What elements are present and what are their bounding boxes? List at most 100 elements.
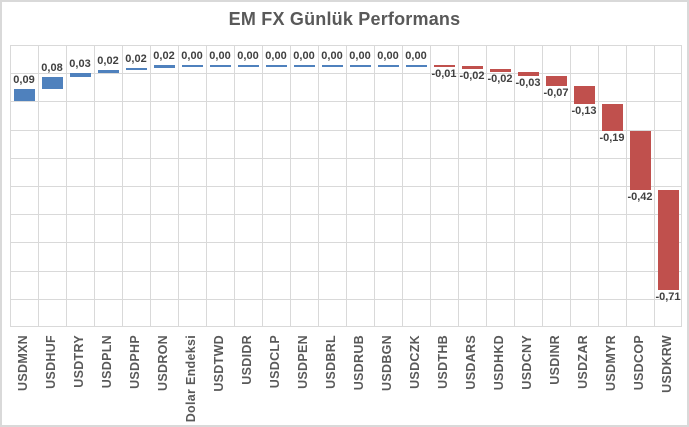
axis-label-USDIDR: USDIDR bbox=[240, 335, 254, 385]
axis-label-USDCNY: USDCNY bbox=[520, 335, 534, 390]
value-label-USDPLN: 0,02 bbox=[97, 55, 119, 68]
bar-USDRON bbox=[153, 64, 175, 68]
value-label-USDIDR: 0,00 bbox=[237, 49, 259, 62]
bar-USDPEN bbox=[293, 64, 315, 68]
gridline-vertical bbox=[681, 45, 682, 327]
value-label-USDHKD: -0,02 bbox=[487, 72, 513, 85]
gridline-vertical bbox=[94, 45, 95, 327]
gridline-vertical bbox=[178, 45, 179, 327]
axis-label-USDCLP: USDCLP bbox=[268, 335, 282, 389]
axis-label-USDBGN: USDBGN bbox=[380, 335, 394, 391]
gridline-vertical bbox=[458, 45, 459, 327]
axis-label-USDRON: USDRON bbox=[156, 335, 170, 391]
value-label-USDBGN: 0,00 bbox=[377, 49, 399, 62]
gridline-vertical bbox=[486, 45, 487, 327]
bar-USDCLP bbox=[265, 64, 287, 68]
bar-USDMXN bbox=[13, 88, 35, 102]
bar-USDZAR bbox=[573, 85, 595, 105]
value-label-USDTWD: 0,00 bbox=[209, 49, 231, 62]
axis-label-USDARS: USDARS bbox=[464, 335, 478, 390]
gridline-vertical bbox=[150, 45, 151, 327]
bar-USDHUF bbox=[41, 77, 63, 89]
axis-label-USDRUB: USDRUB bbox=[352, 335, 366, 391]
value-label-USDCLP: 0,00 bbox=[265, 49, 287, 62]
value-label-USDPHP: 0,02 bbox=[125, 52, 147, 65]
bar-USDTWD bbox=[209, 64, 231, 68]
axis-label-USDTRY: USDTRY bbox=[72, 335, 86, 388]
gridline-vertical bbox=[234, 45, 235, 327]
gridline-vertical bbox=[66, 45, 67, 327]
gridline-vertical bbox=[206, 45, 207, 327]
bar-Dolar Endeksi bbox=[181, 64, 203, 68]
axis-label-USDHKD: USDHKD bbox=[492, 335, 506, 391]
gridline-vertical bbox=[542, 45, 543, 327]
bar-USDTRY bbox=[69, 73, 91, 78]
bar-USDRUB bbox=[349, 64, 371, 68]
axis-label-USDBRL: USDBRL bbox=[324, 335, 338, 389]
gridline-vertical bbox=[654, 45, 655, 327]
bar-USDBRL bbox=[321, 64, 343, 68]
gridline-vertical bbox=[626, 45, 627, 327]
bar-USDCOP bbox=[629, 131, 651, 191]
axis-label-USDINR: USDINR bbox=[548, 335, 562, 385]
axis-label-Dolar Endeksi: Dolar Endeksi bbox=[184, 335, 198, 423]
value-label-Dolar Endeksi: 0,00 bbox=[181, 49, 203, 62]
bar-USDHKD bbox=[489, 68, 511, 72]
value-label-USDCOP: -0,42 bbox=[627, 191, 653, 204]
gridline-vertical bbox=[346, 45, 347, 327]
axis-label-USDPLN: USDPLN bbox=[100, 335, 114, 389]
gridline-vertical bbox=[318, 45, 319, 327]
gridline-vertical bbox=[290, 45, 291, 327]
bar-USDARS bbox=[461, 66, 483, 69]
value-label-USDPEN: 0,00 bbox=[293, 49, 315, 62]
axis-label-USDZAR: USDZAR bbox=[576, 335, 590, 389]
axis-label-USDHUF: USDHUF bbox=[44, 335, 58, 389]
value-label-USDZAR: -0,13 bbox=[571, 105, 597, 118]
plot-area: 0,09 0,08 0,03 0,02 0,02 0,02 0,00 0,00 0,00 0,00… bbox=[10, 45, 682, 327]
bar-USDTHB bbox=[433, 64, 455, 68]
value-label-USDMYR: -0,19 bbox=[599, 132, 625, 144]
axis-label-USDCOP: USDCOP bbox=[632, 335, 646, 391]
axis-label-USDPHP: USDPHP bbox=[128, 335, 142, 389]
bar-USDPHP bbox=[125, 67, 147, 71]
x-axis-labels: USDMXN USDHUF USDTRY USDPLN USDPHP USDRON Dola… bbox=[10, 335, 682, 425]
gridline-vertical bbox=[598, 45, 599, 327]
value-label-USDARS: -0,02 bbox=[459, 69, 485, 82]
bar-USDIDR bbox=[237, 64, 259, 68]
value-label-USDCNY: -0,03 bbox=[515, 77, 541, 90]
value-label-USDRON: 0,02 bbox=[153, 49, 175, 62]
bar-USDINR bbox=[545, 76, 567, 86]
gridline-vertical bbox=[262, 45, 263, 327]
bar-USDBGN bbox=[377, 64, 399, 68]
value-label-USDRUB: 0,00 bbox=[349, 49, 371, 62]
gridline-vertical bbox=[570, 45, 571, 327]
value-label-USDKRW: -0,71 bbox=[655, 291, 681, 304]
gridline-vertical bbox=[374, 45, 375, 327]
value-label-USDBRL: 0,00 bbox=[321, 49, 343, 62]
value-label-USDINR: -0,07 bbox=[543, 86, 569, 99]
gridline-vertical bbox=[38, 45, 39, 327]
gridline-vertical bbox=[430, 45, 431, 327]
value-label-USDMXN: 0,09 bbox=[13, 73, 35, 86]
chart-title: EM FX Günlük Performans bbox=[228, 9, 461, 29]
gridline-vertical bbox=[402, 45, 403, 327]
bar-USDCZK bbox=[405, 64, 427, 68]
axis-label-USDKRW: USDKRW bbox=[660, 335, 674, 393]
gridline-vertical bbox=[514, 45, 515, 327]
axis-label-USDTWD: USDTWD bbox=[212, 335, 226, 392]
gridline-vertical bbox=[10, 45, 11, 327]
bar-USDCNY bbox=[517, 71, 539, 76]
value-label-USDTHB: -0,01 bbox=[431, 68, 457, 81]
axis-label-USDMXN: USDMXN bbox=[16, 335, 30, 391]
bar-USDKRW bbox=[657, 190, 679, 291]
value-label-USDHUF: 0,08 bbox=[41, 62, 63, 75]
bar-USDMYR bbox=[601, 104, 623, 131]
bar-USDPLN bbox=[97, 70, 119, 74]
value-label-USDTRY: 0,03 bbox=[69, 58, 91, 71]
gridline-vertical bbox=[122, 45, 123, 327]
axis-label-USDMYR: USDMYR bbox=[604, 335, 618, 391]
value-label-USDCZK: 0,00 bbox=[405, 49, 427, 62]
axis-label-USDPEN: USDPEN bbox=[296, 335, 310, 389]
axis-label-USDTHB: USDTHB bbox=[436, 335, 450, 389]
